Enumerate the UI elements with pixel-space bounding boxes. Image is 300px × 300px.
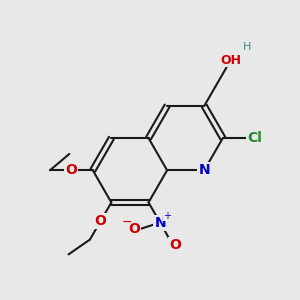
Text: O: O	[128, 222, 140, 236]
Text: H: H	[243, 42, 251, 52]
Text: N: N	[198, 163, 210, 177]
Text: O: O	[65, 163, 77, 177]
Text: O: O	[95, 214, 106, 228]
Text: −: −	[121, 216, 132, 229]
Text: O: O	[169, 238, 181, 251]
Text: +: +	[163, 211, 171, 221]
Text: OH: OH	[220, 54, 241, 67]
Text: N: N	[154, 215, 166, 230]
Text: Cl: Cl	[247, 131, 262, 145]
